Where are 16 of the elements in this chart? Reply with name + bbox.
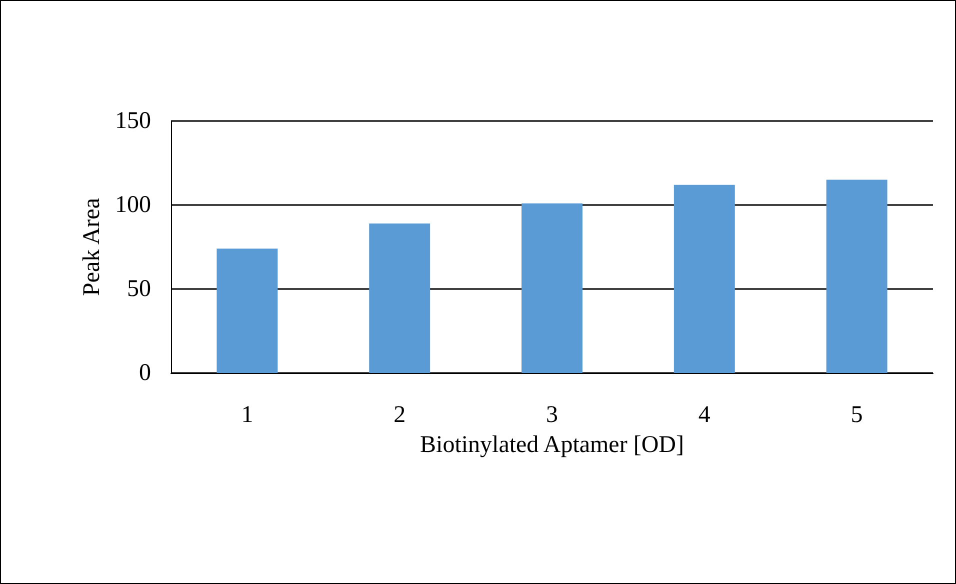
y-tick-label: 50 — [127, 276, 151, 302]
x-tick-label: 3 — [546, 402, 558, 428]
bar — [522, 203, 582, 373]
x-tick-label: 4 — [698, 402, 710, 428]
y-tick-label: 100 — [115, 192, 151, 218]
x-axis-title: Biotinylated Aptamer [OD] — [420, 432, 684, 458]
bar — [826, 180, 888, 373]
x-tick-label: 2 — [394, 402, 406, 428]
bar — [216, 248, 278, 373]
x-tick-label: 5 — [850, 402, 863, 428]
bar — [369, 223, 430, 373]
y-axis-title: Peak Area — [79, 198, 106, 296]
bar — [674, 184, 735, 373]
x-tick-label: 1 — [241, 402, 254, 428]
y-tick-label: 150 — [115, 108, 151, 134]
y-tick-label: 0 — [139, 360, 151, 386]
